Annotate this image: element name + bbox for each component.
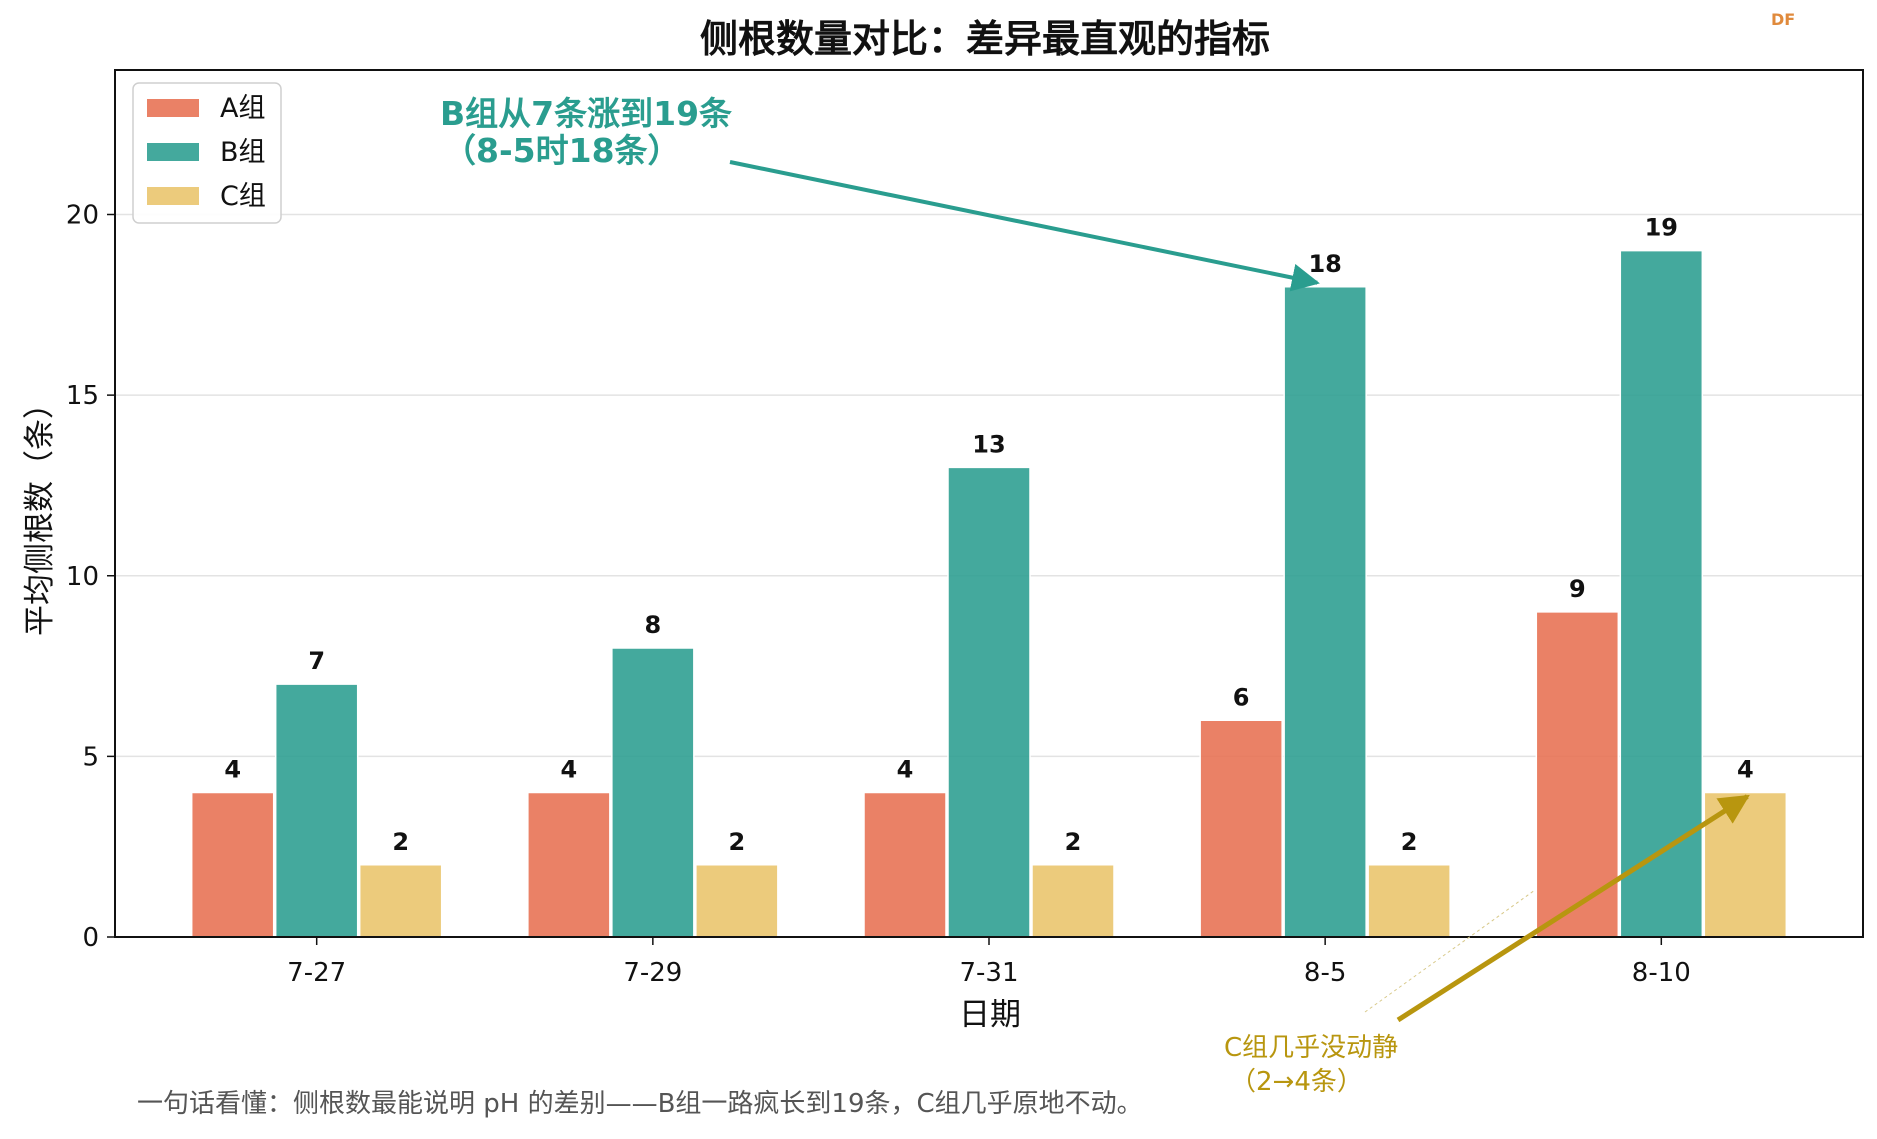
- data-label: 2: [728, 828, 745, 856]
- bar-A组-7-29: [527, 791, 611, 938]
- legend-label: A组: [220, 93, 265, 124]
- x-tick-label: 7-29: [623, 958, 682, 988]
- bar-A组-8-10: [1535, 611, 1620, 938]
- bar-A组-7-31: [863, 791, 947, 938]
- annotation-guide-c: [1364, 889, 1536, 1013]
- x-tick-label: 8-5: [1304, 958, 1346, 988]
- bar-B组-7-29: [611, 647, 695, 938]
- bar-C组-7-29: [695, 864, 779, 938]
- y-tick-label: 15: [66, 381, 99, 411]
- x-tick-label: 7-31: [959, 958, 1018, 988]
- legend-label: C组: [220, 181, 266, 212]
- bar-B组-7-27: [274, 683, 359, 938]
- y-tick-label: 0: [82, 923, 99, 953]
- legend-swatch: [147, 143, 199, 161]
- data-label: 2: [1065, 828, 1082, 856]
- annotation-arrow-b: [729, 160, 1320, 292]
- y-axis-label: 平均侧根数（条）: [22, 388, 58, 636]
- data-label: 2: [1401, 828, 1418, 856]
- annotation-c-line2: （2→4条）: [1230, 1067, 1363, 1097]
- data-label: 18: [1308, 250, 1341, 278]
- annotation-arrow-c: [1396, 794, 1750, 1023]
- x-axis-label: 日期: [959, 997, 1021, 1033]
- data-label: 13: [972, 430, 1005, 458]
- x-tick-label: 8-10: [1632, 958, 1691, 988]
- chart-title: 侧根数量对比：差异最直观的指标: [700, 17, 1270, 61]
- x-tick-label: 7-27: [287, 958, 346, 988]
- data-label: 6: [1233, 683, 1250, 711]
- bar-C组-8-5: [1367, 864, 1451, 938]
- bar-C组-7-31: [1031, 864, 1115, 938]
- annotation-b-line1: B组从7条涨到19条: [440, 94, 732, 133]
- annotation-b-line2: （8-5时18条）: [443, 131, 681, 170]
- data-label: 7: [308, 647, 325, 675]
- data-label: 4: [1737, 756, 1754, 784]
- data-label: 4: [560, 756, 577, 784]
- legend-label: B组: [220, 137, 266, 168]
- data-label: 8: [644, 611, 661, 639]
- bar-B组-7-31: [947, 466, 1031, 938]
- bars: [190, 249, 1788, 938]
- legend-swatch: [147, 187, 199, 205]
- data-label: 2: [392, 828, 409, 856]
- y-tick-label: 20: [66, 201, 99, 231]
- data-label: 4: [224, 756, 241, 784]
- annotations: B组从7条涨到19条（8-5时18条） C组几乎没动静 （2→4条）: [440, 94, 1750, 1097]
- watermark: DF: [1771, 10, 1795, 29]
- legend: A组 B组 C组: [132, 82, 282, 224]
- bar-A组-8-5: [1199, 719, 1283, 938]
- data-labels: 4 4 4 6 9 7 8 13 18 19 2 2 2 2 4: [224, 214, 1753, 856]
- footnote: 一句话看懂：侧根数最能说明 pH 的差别——B组一路疯长到19条，C组几乎原地不…: [137, 1089, 1143, 1119]
- legend-swatch: [147, 99, 199, 117]
- data-label: 9: [1569, 575, 1586, 603]
- data-label: 19: [1645, 214, 1678, 242]
- y-tick-label: 10: [66, 562, 99, 592]
- annotation-c-line1: C组几乎没动静: [1224, 1033, 1398, 1063]
- y-tick-label: 5: [82, 742, 99, 772]
- bar-C组-7-27: [358, 864, 443, 938]
- axes: 0 5 10 15 20 7-27 7-29 7-31 8-5 8-10: [66, 69, 1864, 988]
- bar-B组-8-5: [1283, 286, 1367, 938]
- bar-A组-7-27: [190, 791, 275, 938]
- data-label: 4: [897, 756, 914, 784]
